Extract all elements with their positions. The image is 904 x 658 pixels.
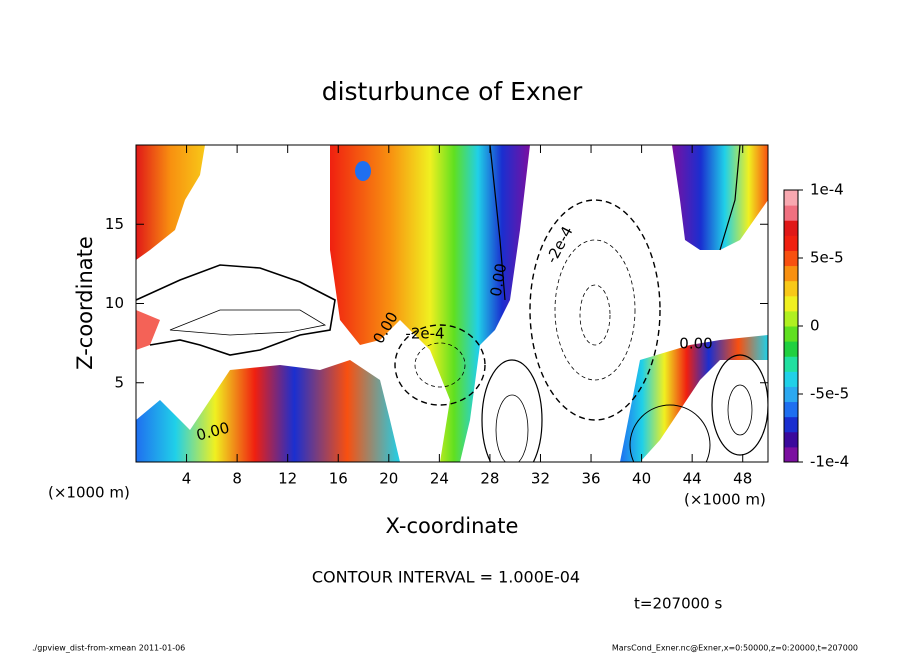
footer-left: ./gpview_dist-from-xmean 2011-01-06 <box>32 644 185 653</box>
contour-label: 0.00 <box>679 335 712 353</box>
colorbar-segment <box>784 280 798 297</box>
chart-title: disturbunce of Exner <box>322 77 583 106</box>
y-axis-title: Z-coordinate <box>73 236 97 370</box>
y-tick-label: 15 <box>105 215 124 233</box>
x-tick-label: 16 <box>329 470 348 488</box>
colorbar-segment <box>784 386 798 403</box>
field-patch <box>330 145 530 462</box>
x-unit-label: (×1000 m) <box>684 491 766 509</box>
colorbar-segment <box>784 371 798 387</box>
field-patch <box>620 335 768 462</box>
colorbar-segment <box>784 265 798 282</box>
colorbar-segment <box>784 295 798 312</box>
field-patch <box>136 310 160 350</box>
colorbar-segment <box>784 416 798 433</box>
x-tick-label: 32 <box>531 470 550 488</box>
colorbar-segment <box>784 401 798 418</box>
x-tick-label: 12 <box>278 470 297 488</box>
contour-label: -2e-4 <box>542 223 576 266</box>
colorbar-segment <box>784 431 798 448</box>
x-tick-label: 48 <box>733 470 752 488</box>
field <box>136 145 768 462</box>
colorbar-segment <box>784 326 798 342</box>
colorbar-segment <box>784 190 798 206</box>
x-tick-label: 44 <box>683 470 702 488</box>
colorbar-tick-label: -5e-5 <box>810 385 849 403</box>
x-axis-title: X-coordinate <box>386 514 519 538</box>
y-tick-label: 10 <box>105 294 124 312</box>
colorbar-tick-label: 5e-5 <box>810 249 844 267</box>
field-patch <box>136 145 205 260</box>
colorbar-segment <box>784 220 798 236</box>
colorbar-segment <box>784 205 798 221</box>
x-unit-label: (×1000 m) <box>48 484 130 502</box>
x-tick-label: 28 <box>480 470 499 488</box>
colorbar-segment <box>784 341 798 357</box>
x-tick-label: 36 <box>581 470 600 488</box>
colorbar-tick-label: -1e-4 <box>810 453 849 471</box>
x-tick-label: 40 <box>632 470 651 488</box>
colorbar-segment <box>784 250 798 267</box>
colorbar-tick-label: 0 <box>810 317 820 335</box>
contours <box>136 145 768 462</box>
colorbar-segment <box>784 310 798 327</box>
contour-interval: CONTOUR INTERVAL = 1.000E-04 <box>312 568 580 587</box>
field-patch <box>136 360 400 462</box>
y-tick-label: 5 <box>114 373 124 391</box>
time-label: t=207000 s <box>634 595 722 613</box>
x-tick-label: 4 <box>182 470 192 488</box>
footer-right: MarsCond_Exner.nc@Exner,x=0:50000,z=0:20… <box>612 644 858 653</box>
field-patch <box>672 145 768 250</box>
x-tick-label: 20 <box>379 470 398 488</box>
colorbar-segment <box>784 446 798 463</box>
colorbar-tick-label: 1e-4 <box>810 181 844 199</box>
contour-label: -2e-4 <box>405 325 444 343</box>
contour-label: 0.00 <box>487 262 511 298</box>
x-tick-label: 24 <box>430 470 449 488</box>
colorbar-segment <box>784 235 798 251</box>
x-tick-label: 8 <box>232 470 242 488</box>
colorbar-segment <box>784 356 798 372</box>
field-patch <box>355 161 371 181</box>
